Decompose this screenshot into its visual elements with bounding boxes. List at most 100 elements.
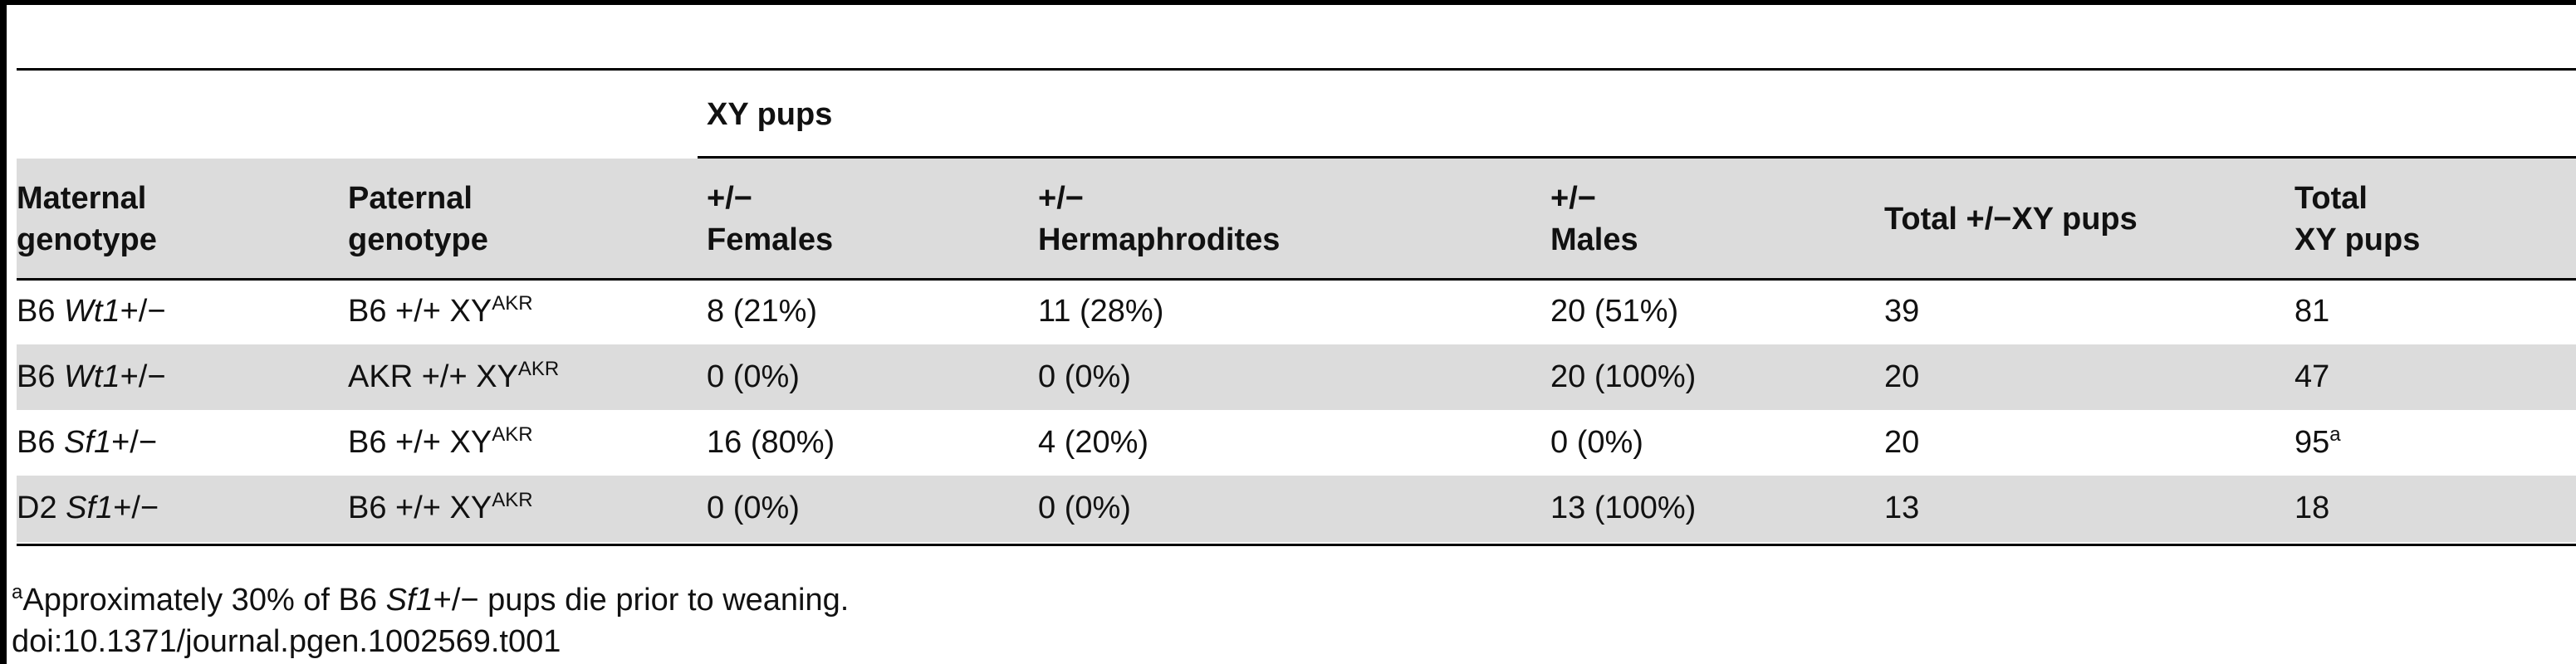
header-rule [17, 278, 2576, 281]
header-line: Total +/−XY pups [1884, 201, 2138, 237]
table-cell: D2 Sf1+/− [17, 476, 159, 541]
column-header: +/− Males [1550, 159, 1638, 279]
header-lines: Total +/−XY pups [1884, 198, 2138, 240]
doi: doi:10.1371/journal.pgen.1002569.t001 [12, 623, 561, 659]
text-run: +/− [111, 425, 158, 460]
column-header: Paternal genotype [348, 159, 488, 279]
superscript: AKR [492, 489, 533, 511]
text-run: +/− [120, 359, 166, 394]
table-cell: 16 (80%) [707, 410, 835, 476]
text-run: 20 (51%) [1550, 294, 1679, 329]
text-run: Sf1 [64, 425, 112, 460]
table-cell: B6 +/+ XYAKR [348, 476, 533, 541]
cell-text: 4 (20%) [1038, 425, 1148, 461]
table-cell: 13 (100%) [1550, 476, 1696, 541]
table-cell: 20 (100%) [1550, 344, 1696, 410]
text-run: B6 +/+ XY [348, 294, 492, 329]
table-cell: B6 +/+ XYAKR [348, 279, 533, 344]
header-line: Hermaphrodites [1038, 222, 1281, 257]
superscript: AKR [517, 358, 560, 380]
header-lines: +/− Females [707, 178, 833, 261]
cell-text: 0 (0%) [1038, 359, 1131, 395]
header-lines: Total XY pups [2294, 178, 2420, 261]
text-run: 95 [2294, 425, 2330, 460]
header-lines: +/− Hermaphrodites [1038, 178, 1280, 261]
table-cell: B6 Wt1+/− [17, 344, 166, 410]
cell-text: 18 [2294, 491, 2329, 526]
text-run: 0 (0%) [1038, 359, 1131, 394]
text-run: 0 (0%) [707, 491, 800, 525]
group-rule [698, 156, 2576, 159]
cell-text: B6 +/+ XYAKR [348, 491, 533, 526]
table-cell: 0 (0%) [707, 344, 800, 410]
text-run: 8 (21%) [707, 294, 818, 329]
column-header: +/− Females [707, 159, 833, 279]
text-run: 18 [2294, 491, 2330, 525]
text-run: Wt1 [64, 294, 120, 329]
table-cell: 11 (28%) [1038, 279, 1163, 344]
table-cell: 18 [2294, 476, 2329, 541]
table-cell: 0 (0%) [1550, 410, 1643, 476]
text-run: 16 (80%) [707, 425, 835, 460]
cell-text: B6 +/+ XYAKR [348, 294, 533, 330]
text-run: 0 (0%) [1550, 425, 1643, 460]
header-line: +/− [1550, 180, 1596, 216]
header-line: genotype [348, 222, 488, 257]
table-cell: 0 (0%) [1038, 476, 1131, 541]
text-run: 0 (0%) [1038, 491, 1131, 525]
table-cell: 13 [1884, 476, 1919, 541]
cell-text: 20 [1884, 425, 1919, 461]
text-run: Approximately 30% of B6 [22, 582, 386, 618]
footnote: aApproximately 30% of B6 Sf1+/− pups die… [12, 579, 849, 621]
text-run: 81 [2294, 294, 2330, 329]
table-cell: 0 (0%) [1038, 344, 1131, 410]
cell-text: 0 (0%) [1038, 491, 1131, 526]
text-run: Sf1 [385, 582, 433, 618]
cell-text: 0 (0%) [1550, 425, 1643, 461]
cell-text: AKR +/+ XYAKR [348, 359, 559, 395]
header-line: Males [1550, 222, 1638, 257]
column-header: Total XY pups [2294, 159, 2420, 279]
text-run: 13 [1884, 491, 1920, 525]
table-cell: 20 [1884, 410, 1919, 476]
header-lines: +/− Males [1550, 178, 1638, 261]
table-cell: B6 Sf1+/− [17, 410, 157, 476]
table-cell: 0 (0%) [707, 476, 800, 541]
cell-text: 47 [2294, 359, 2329, 395]
table-cell: 47 [2294, 344, 2329, 410]
text-run: +/− pups die prior to weaning. [433, 582, 850, 618]
header-line: Maternal [17, 180, 147, 216]
cell-text: 13 (100%) [1550, 491, 1696, 526]
superscript: AKR [492, 292, 533, 315]
cell-text: B6 +/+ XYAKR [348, 425, 533, 461]
header-line: +/− [1038, 180, 1084, 216]
text-run: D2 [17, 491, 66, 525]
cell-text: 0 (0%) [707, 359, 800, 395]
text-run: 11 (28%) [1038, 294, 1164, 329]
cell-text: 39 [1884, 294, 1919, 330]
superscript: a [2329, 423, 2341, 446]
cell-text: 20 (51%) [1550, 294, 1678, 330]
table-bottom-rule [17, 544, 2576, 546]
cell-text: 20 [1884, 359, 1919, 395]
text-run: B6 [17, 294, 65, 329]
table-cell: 8 (21%) [707, 279, 817, 344]
text-run: B6 +/+ XY [348, 425, 492, 460]
text-run: 39 [1884, 294, 1920, 329]
table-cell: AKR +/+ XYAKR [348, 344, 559, 410]
column-header: Maternal genotype [17, 159, 157, 279]
table-cell: 20 [1884, 344, 1919, 410]
text-run: B6 [17, 359, 65, 394]
cell-text: D2 Sf1+/− [17, 491, 159, 526]
text-run: AKR +/+ XY [348, 359, 518, 394]
text-run: 47 [2294, 359, 2330, 394]
row-band [17, 344, 2576, 410]
cell-text: 13 [1884, 491, 1919, 526]
footnote-text: aApproximately 30% of B6 Sf1+/− pups die… [12, 582, 850, 618]
column-header: +/− Hermaphrodites [1038, 159, 1280, 279]
cell-text: B6 Wt1+/− [17, 294, 166, 330]
header-band [17, 159, 2576, 279]
text-run: B6 +/+ XY [348, 491, 492, 525]
cell-text: B6 Sf1+/− [17, 425, 157, 461]
